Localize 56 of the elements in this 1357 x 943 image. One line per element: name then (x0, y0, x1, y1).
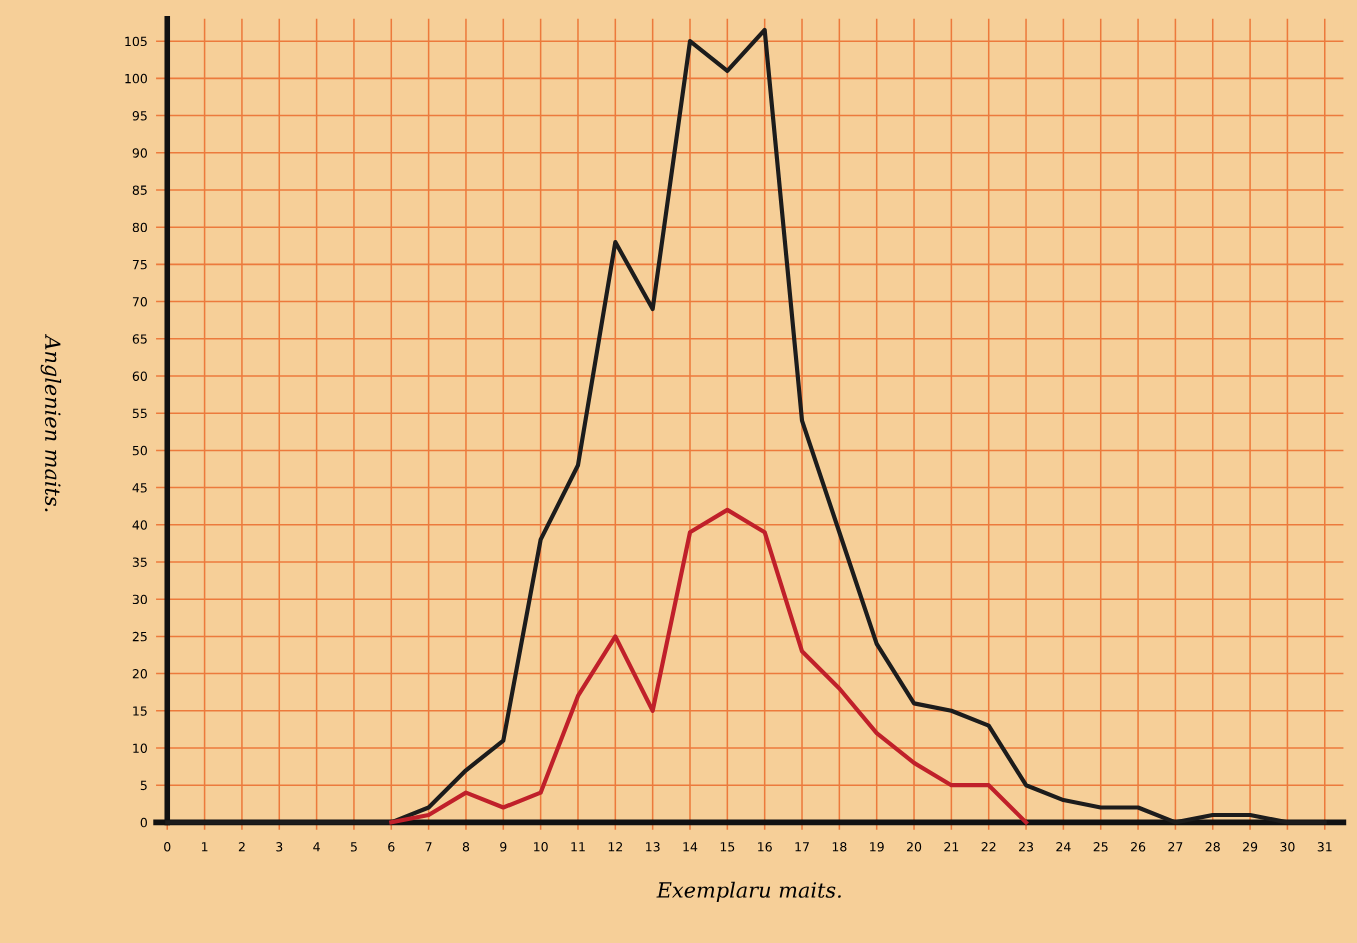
x-tick-label: 15 (720, 842, 735, 852)
y-tick-label: 65 (132, 334, 147, 344)
x-tick-label: 27 (1168, 842, 1183, 852)
y-tick-label: 20 (132, 669, 147, 679)
x-tick-label: 7 (425, 842, 432, 852)
y-tick-label: 50 (132, 445, 147, 456)
x-tick-label: 31 (1317, 842, 1332, 852)
x-tick-label: 21 (944, 842, 959, 852)
x-tick-label: 22 (981, 842, 996, 852)
y-tick-label: 55 (132, 408, 147, 419)
x-tick-label: 28 (1205, 842, 1220, 852)
x-tick-label: 14 (683, 842, 698, 852)
x-tick-label: 30 (1280, 842, 1295, 852)
y-tick-label: 80 (132, 222, 147, 233)
x-tick-label: 18 (832, 842, 847, 852)
y-tick-label: 0 (140, 817, 147, 828)
x-tick-label: 29 (1243, 842, 1258, 852)
y-tick-label: 45 (132, 483, 147, 493)
x-tick-label: 3 (276, 842, 283, 852)
x-tick-label: 12 (608, 842, 623, 852)
x-tick-label: 24 (1056, 842, 1071, 852)
x-tick-label: 19 (870, 842, 884, 852)
x-tick-label: 20 (907, 842, 922, 852)
x-tick-label: 10 (534, 842, 548, 852)
y-tick-label: 15 (133, 706, 147, 716)
y-tick-label: 60 (132, 371, 147, 381)
y-tick-label: 40 (132, 520, 147, 530)
y-tick-label: 30 (132, 594, 147, 605)
y-tick-label: 85 (132, 185, 147, 195)
x-tick-label: 23 (1019, 842, 1033, 852)
y-tick-label: 35 (132, 557, 147, 567)
y-tick-label: 90 (132, 148, 147, 158)
y-tick-label: 100 (125, 73, 147, 84)
y-tick-label: 10 (133, 743, 147, 753)
x-tick-label: 4 (313, 842, 320, 852)
x-tick-label: 1 (201, 842, 208, 852)
y-tick-label: 25 (132, 631, 147, 642)
x-tick-label: 26 (1131, 842, 1146, 852)
x-tick-label: 9 (500, 842, 507, 852)
y-tick-label: 105 (125, 36, 147, 47)
x-tick-label: 0 (164, 842, 171, 852)
y-tick-label: 5 (140, 780, 147, 791)
x-tick-label: 8 (462, 842, 470, 852)
y-tick-label: 70 (132, 297, 147, 307)
x-tick-label: 2 (238, 842, 245, 852)
x-tick-label: 6 (388, 842, 395, 852)
x-tick-label: 11 (571, 842, 585, 852)
y-tick-label: 95 (132, 111, 147, 121)
x-tick-label: 25 (1093, 842, 1108, 852)
y-axis-title: Anglenien maits. (40, 333, 62, 512)
y-tick-label: 75 (132, 260, 147, 270)
x-tick-label: 5 (350, 842, 357, 852)
x-axis-title: Exemplaru maits. (656, 881, 841, 902)
x-tick-label: 16 (758, 842, 772, 852)
x-tick-label: 13 (646, 842, 660, 852)
x-tick-label: 17 (795, 842, 809, 852)
